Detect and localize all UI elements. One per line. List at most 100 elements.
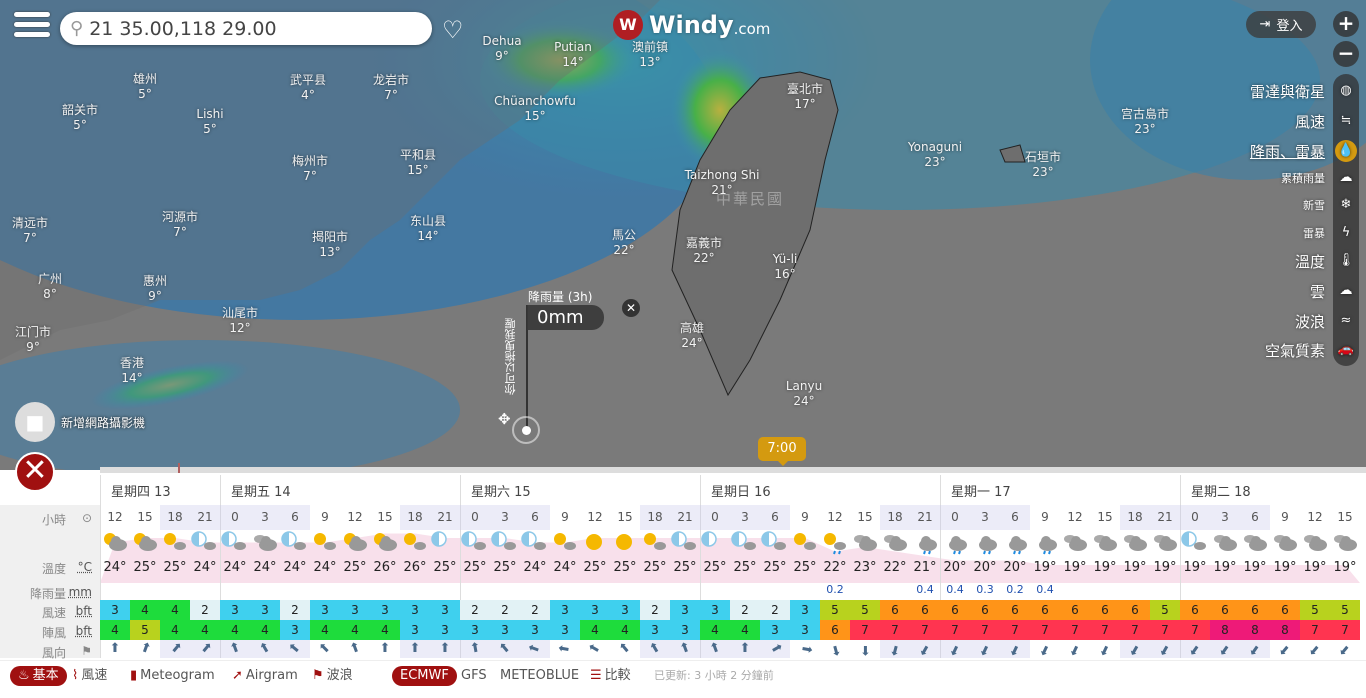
place-label[interactable]: 香港 14°	[120, 356, 144, 386]
model-比較[interactable]: ☰ 比較	[590, 666, 631, 686]
zoom-in-button[interactable]: +	[1333, 11, 1359, 37]
place-label[interactable]: Yonaguni 23°	[908, 140, 962, 170]
place-label[interactable]: 高雄 24°	[680, 321, 704, 351]
place-label[interactable]: 宫古島市 23°	[1121, 107, 1169, 137]
place-label[interactable]: 揭阳市 13°	[312, 230, 348, 260]
place-label[interactable]: 河源市 7°	[162, 210, 198, 240]
place-label[interactable]: Taizhong Shi 21°	[685, 168, 760, 198]
move-icon[interactable]: ✥	[498, 410, 511, 428]
place-label[interactable]: Putian 14°	[554, 40, 592, 70]
place-label[interactable]: 龙岩市 7°	[373, 73, 409, 103]
wind-direction-arrow-icon: ⬆	[520, 640, 550, 658]
layer-item[interactable]: 新雪 ❄	[1303, 194, 1357, 216]
picker-value: 0mm	[527, 305, 604, 330]
place-temp: 8°	[43, 287, 57, 301]
layer-item[interactable]: 累積雨量 ☁	[1281, 167, 1357, 189]
search-bar[interactable]: ⚲	[60, 12, 432, 45]
place-temp: 23°	[1032, 165, 1054, 179]
layer-item[interactable]: 降雨、雷暴 💧	[1250, 140, 1357, 162]
place-label[interactable]: 广州 8°	[38, 272, 62, 302]
day-label: 星期二 18	[1191, 485, 1251, 500]
wind-cell: 6	[1270, 600, 1300, 620]
place-label[interactable]: 平和县 15°	[400, 148, 436, 178]
hour-cell: 6	[280, 505, 310, 530]
place-label[interactable]: 东山县 14°	[410, 214, 446, 244]
place-label[interactable]: 梅州市 7°	[292, 154, 328, 184]
heart-icon[interactable]: ♡	[442, 16, 464, 44]
time-bubble[interactable]: 7:00	[758, 437, 806, 466]
menu-button[interactable]	[14, 12, 50, 42]
temp-cell: 19°	[1213, 560, 1237, 575]
place-label[interactable]: 嘉義市 22°	[686, 236, 722, 266]
wind-cell: 3	[100, 600, 130, 620]
weather-map[interactable]: 中華民國 雄州 5° 韶关市 5° Lishi 5° 武平县 4° 龙岩市 7° Dehua 9° Pu…	[0, 0, 1366, 470]
place-label[interactable]: Chüanchowfu 15°	[494, 94, 576, 124]
moon-cloud-icon	[520, 530, 550, 555]
layer-item[interactable]: 溫度 🌡	[1295, 250, 1357, 272]
picker-handle[interactable]	[512, 416, 540, 444]
place-label[interactable]: 雄州 5°	[133, 72, 157, 102]
webcam-label[interactable]: 新增網路攝影機	[61, 416, 146, 430]
place-label[interactable]: 汕尾市 12°	[222, 306, 258, 336]
picker-close-button[interactable]: ✕	[622, 299, 640, 317]
webcam-button[interactable]: ■	[15, 402, 55, 442]
layer-item[interactable]: 風速 ≒	[1295, 110, 1357, 132]
place-label[interactable]: 清远市 7°	[12, 216, 48, 246]
hour-cell: 18	[400, 505, 430, 530]
tab-wind[interactable]: ⌇ 風速	[72, 666, 107, 686]
zoom-out-button[interactable]: −	[1333, 41, 1359, 67]
gust-cell: 6	[820, 620, 850, 640]
place-name: 嘉義市	[685, 236, 723, 250]
tab-bar-chart[interactable]: ▮ Meteogram	[130, 666, 215, 686]
place-temp: 15°	[524, 109, 546, 123]
place-label[interactable]: 馬公 22°	[612, 228, 636, 258]
layer-item[interactable]: 空氣質素 🚗	[1265, 339, 1357, 361]
place-label[interactable]: Yü-li 16°	[773, 252, 798, 282]
place-label[interactable]: Lanyu 24°	[786, 379, 822, 409]
place-label[interactable]: 澳前镇 13°	[632, 40, 668, 70]
temp-cell: 20°	[973, 560, 997, 575]
tab-airgram[interactable]: ➚ Airgram	[232, 666, 298, 686]
model-gfs[interactable]: GFS	[461, 666, 487, 686]
place-temp: 7°	[303, 169, 317, 183]
model-meteoblue[interactable]: METEOBLUE	[500, 666, 579, 686]
search-input[interactable]	[89, 17, 410, 40]
moon-icon	[700, 530, 730, 555]
wind-direction-arrow-icon: ⬆	[379, 641, 391, 656]
close-forecast-button[interactable]: ✕	[15, 452, 55, 492]
place-name: Putian	[554, 40, 592, 54]
place-label[interactable]: 江门市 9°	[15, 325, 51, 355]
temp-cell: 24°	[223, 560, 247, 575]
rain-cell: 0.4	[946, 583, 964, 596]
tab-basic[interactable]: ♨ 基本	[10, 666, 67, 686]
hour-cell: 15	[137, 510, 153, 524]
windy-logo: W Windy .com	[613, 10, 770, 40]
wind-direction-arrow-icon: ⬆	[280, 640, 310, 658]
place-name: 清远市	[11, 216, 49, 230]
model-ecmwf[interactable]: ECMWF	[392, 666, 457, 686]
place-label[interactable]: 臺北市 17°	[787, 82, 823, 112]
login-button[interactable]: ⇥ 登入	[1246, 11, 1316, 38]
hour-cell: 0	[1180, 505, 1210, 530]
layer-item[interactable]: 雲 ☁	[1310, 280, 1357, 302]
place-label[interactable]: 惠州 9°	[143, 274, 167, 304]
timeline-slider[interactable]	[100, 463, 1366, 473]
wind-cell: 3	[790, 600, 820, 620]
logo-text: Windy	[649, 11, 734, 39]
gust-cell: 7	[1000, 620, 1030, 640]
layer-item[interactable]: 雷達與衛星 ◍	[1250, 80, 1357, 102]
gust-cell: 3	[670, 620, 700, 640]
place-label[interactable]: Lishi 5°	[196, 107, 223, 137]
layer-item[interactable]: 波浪 ≈	[1295, 310, 1357, 332]
place-label[interactable]: 石垣市 23°	[1025, 150, 1061, 180]
temp-row-label: 溫度 °C	[42, 560, 92, 576]
place-label[interactable]: Dehua 9°	[482, 34, 521, 64]
place-label[interactable]: 韶关市 5°	[62, 103, 98, 133]
place-label[interactable]: 武平县 4°	[290, 73, 326, 103]
bottom-bar: ♨ 基本 ⌇ 風速 ▮ Meteogram ➚ Airgram ⚑ 波浪 ECMWF GFS METEO…	[0, 660, 1366, 698]
wind-cell: 6	[1240, 600, 1270, 620]
gust-cell: 3	[550, 620, 580, 640]
hour-cell: 15	[1337, 510, 1353, 524]
tab-wave[interactable]: ⚑ 波浪	[312, 666, 353, 686]
layer-item[interactable]: 雷暴 ϟ	[1303, 222, 1357, 244]
